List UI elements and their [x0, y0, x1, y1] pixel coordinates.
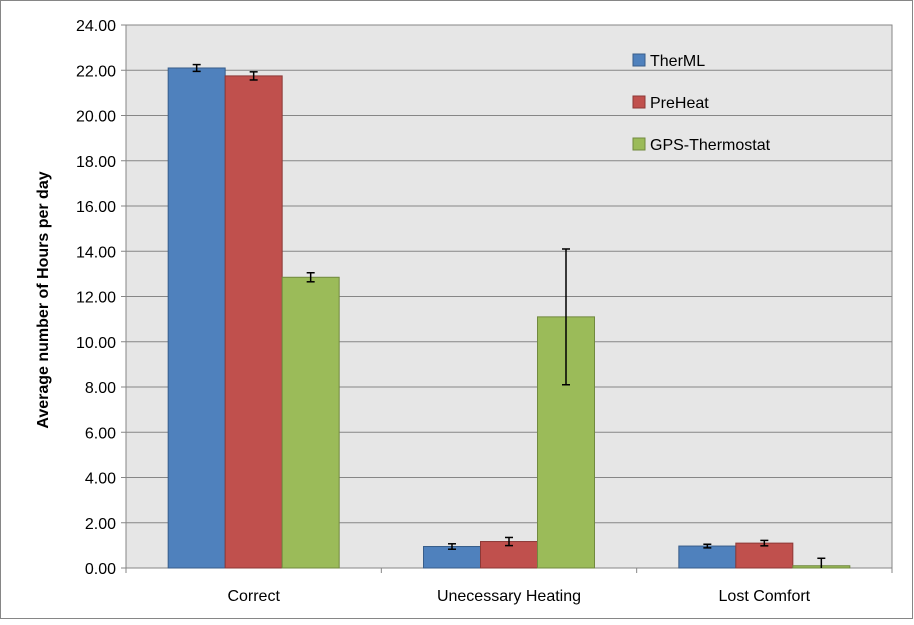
y-tick-label: 0.00	[85, 561, 116, 578]
y-tick-label: 22.00	[76, 63, 116, 80]
error-bar	[562, 248, 570, 386]
legend-swatch	[632, 137, 646, 151]
y-tick-label: 12.00	[76, 290, 116, 307]
y-axis-label: Average number of Hours per day	[35, 171, 52, 428]
bar-preheat-2	[735, 542, 794, 569]
y-tick-label: 4.00	[85, 471, 116, 488]
x-tick-label: Lost Comfort	[719, 588, 811, 605]
error-bar	[192, 63, 201, 73]
y-tick-label: 6.00	[85, 425, 116, 442]
y-tick-label: 18.00	[76, 154, 116, 171]
error-bars	[192, 63, 826, 568]
y-tick-label: 8.00	[85, 380, 116, 397]
error-bar	[505, 536, 513, 547]
x-tick-label: Unecessary Heating	[437, 588, 581, 605]
y-tick-label: 14.00	[76, 244, 116, 261]
bars	[167, 67, 851, 569]
error-bar	[760, 539, 769, 547]
y-tick-label: 16.00	[76, 199, 116, 216]
y-tick-label: 10.00	[76, 335, 116, 352]
y-tick-label: 24.00	[76, 18, 116, 35]
legend-label: PreHeat	[650, 95, 709, 112]
y-tick-label: 20.00	[76, 109, 116, 126]
error-bar	[703, 543, 712, 549]
bar-gps-thermostat-0	[281, 276, 340, 569]
legend: TherML PreHeat GPS-Thermostat	[632, 53, 771, 154]
error-bar	[249, 71, 258, 81]
bar-preheat-0	[224, 75, 283, 569]
legend-item: TherML	[632, 53, 705, 70]
legend-label: GPS-Thermostat	[650, 137, 771, 154]
bar-therml-0	[167, 67, 226, 569]
bar-therml-2	[678, 545, 737, 569]
x-tick-label: Correct	[227, 588, 280, 605]
legend-label: TherML	[650, 53, 705, 70]
x-axis-ticks: Correct Unecessary Heating Lost Comfort	[125, 568, 893, 605]
y-tick-label: 2.00	[85, 516, 116, 533]
legend-swatch	[632, 95, 646, 109]
legend-item: PreHeat	[632, 95, 709, 112]
error-bar	[306, 271, 315, 283]
legend-swatch	[632, 53, 646, 67]
error-bar	[448, 543, 456, 550]
legend-item: GPS-Thermostat	[632, 137, 771, 154]
error-bar	[817, 557, 826, 568]
y-axis-ticks: 0.00 2.00 4.00 6.00 8.00 10.00 12.00 14.00 16.00…	[76, 18, 126, 578]
